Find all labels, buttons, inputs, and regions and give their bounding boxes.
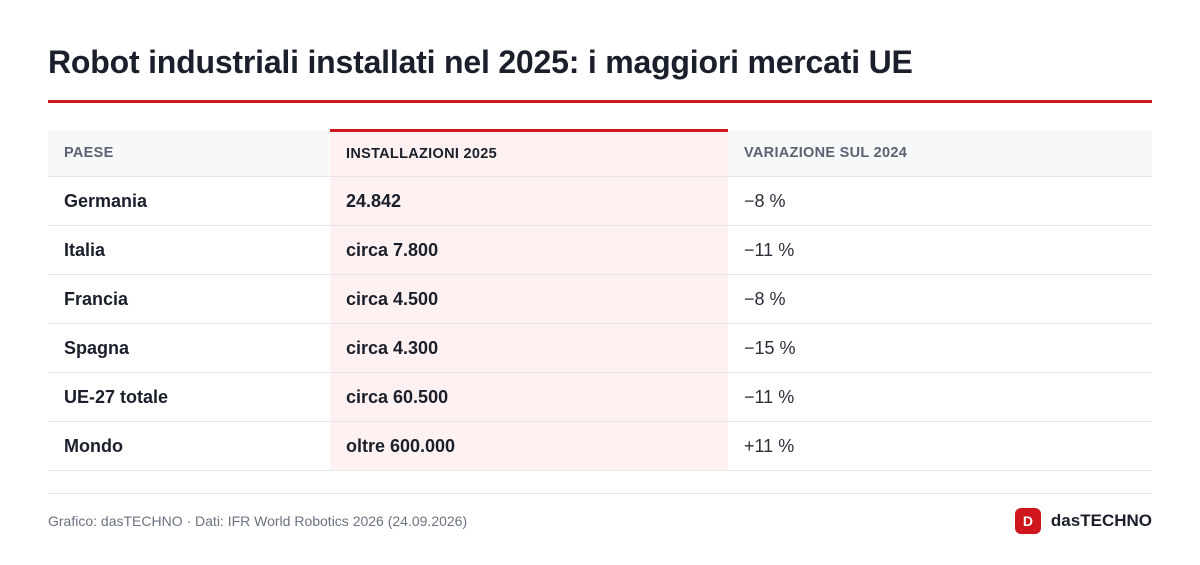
title-divider <box>48 100 1152 103</box>
cell-installations: circa 60.500 <box>330 372 728 422</box>
data-table: PAESE INSTALLAZIONI 2025 VARIAZIONE SUL … <box>48 129 1152 471</box>
cell-country: Mondo <box>48 421 330 471</box>
cell-installations: circa 4.500 <box>330 274 728 324</box>
source-note: Grafico: dasTECHNO · Dati: IFR World Rob… <box>48 513 468 529</box>
cell-country: Italia <box>48 225 330 275</box>
footer-divider <box>48 493 1152 494</box>
cell-country: UE-27 totale <box>48 372 330 422</box>
cell-change: −15 % <box>728 323 1152 373</box>
cell-installations: circa 7.800 <box>330 225 728 275</box>
cell-change: −8 % <box>728 274 1152 324</box>
table-row: Germania 24.842 −8 % <box>48 176 1152 226</box>
table-row: Spagna circa 4.300 −15 % <box>48 323 1152 373</box>
table-row: UE-27 totale circa 60.500 −11 % <box>48 372 1152 422</box>
cell-change: −8 % <box>728 176 1152 226</box>
cell-installations: oltre 600.000 <box>330 421 728 471</box>
table-row: Italia circa 7.800 −11 % <box>48 225 1152 275</box>
cell-country: Spagna <box>48 323 330 373</box>
cell-country: Francia <box>48 274 330 324</box>
column-header-variazione: VARIAZIONE SUL 2024 <box>728 130 1152 177</box>
cell-change: −11 % <box>728 225 1152 275</box>
table-row: Francia circa 4.500 −8 % <box>48 274 1152 324</box>
chart-title: Robot industriali installati nel 2025: i… <box>48 44 913 80</box>
column-header-installazioni: INSTALLAZIONI 2025 <box>330 129 728 177</box>
cell-country: Germania <box>48 176 330 226</box>
column-header-paese: PAESE <box>48 130 330 177</box>
cell-change: +11 % <box>728 421 1152 471</box>
cell-change: −11 % <box>728 372 1152 422</box>
brand-badge-icon: D <box>1014 508 1041 534</box>
table-row: Mondo oltre 600.000 +11 % <box>48 421 1152 471</box>
brand-logo: D dasTECHNO <box>1014 508 1152 534</box>
brand-name: dasTECHNO <box>1050 511 1152 530</box>
table-header-row: PAESE INSTALLAZIONI 2025 VARIAZIONE SUL … <box>48 129 1152 177</box>
cell-installations: circa 4.300 <box>330 323 728 373</box>
cell-installations: 24.842 <box>330 176 728 226</box>
